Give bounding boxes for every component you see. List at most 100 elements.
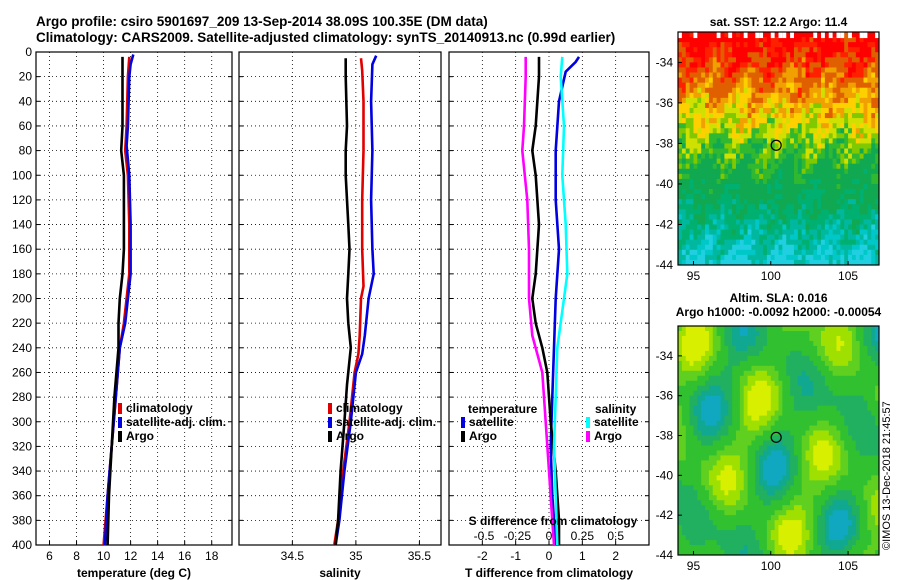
map-cell [786,143,791,149]
map-cell [678,540,683,546]
map-cell [678,395,683,402]
map-cell [720,224,725,230]
map-cell [685,52,690,58]
map-cell [755,37,760,43]
map-cell [728,515,733,521]
map-cell [797,495,803,501]
map-cell [751,204,756,210]
map-cell [716,425,721,431]
map-cell [793,335,799,342]
x-tick-label: 2 [612,549,619,563]
map-cell [778,525,783,531]
map-cell [774,183,779,190]
map-cell [759,123,764,129]
map-cell [836,355,841,362]
map-cell [863,153,868,160]
map-cell [824,244,830,251]
map-cell [681,173,687,180]
map-cell [867,214,872,220]
map-cell [735,326,741,332]
series-line-temperature-satellite [549,56,581,546]
map-cell [828,326,834,332]
map-cell [863,189,868,195]
map-cell [848,123,853,129]
map-cell [681,445,687,451]
map-cell [809,485,814,491]
map-cell [701,72,706,78]
map-cell [793,183,799,190]
map-cell [697,214,702,220]
map-cell [805,525,810,531]
map-cell [681,87,687,94]
map-cell [832,485,837,491]
map-cell [859,400,864,407]
map-cell [759,183,764,190]
map-cell [693,133,698,139]
map-cell-missing [790,32,794,39]
map-cell [728,148,733,154]
map-cell [855,189,861,195]
map-cell [735,189,741,195]
map-cell [844,475,849,481]
map-cell [809,224,814,230]
map-cell [693,37,698,43]
map-cell [824,168,830,175]
map-cell [685,410,690,417]
map-cell [786,495,791,501]
map-cell [778,209,783,215]
map-cell [743,370,748,377]
map-cell [766,244,772,251]
map-cell [685,32,690,38]
map-cell [786,52,791,58]
map-cell [851,525,857,531]
map-cell [797,485,803,491]
map-cell [759,405,764,412]
map-cell [817,244,822,251]
map-cell [867,259,872,266]
map-cell [817,37,822,43]
map-cell [867,365,872,372]
map-cell [871,460,876,466]
map-cell [863,385,868,392]
map-cell [797,77,803,84]
map-cell [875,113,880,119]
map-cell [797,173,803,180]
map-cell [813,67,818,73]
map-cell [867,102,872,109]
map-cell [743,72,748,78]
map-cell [705,239,710,246]
map-cell [708,82,714,89]
map-cell [851,475,857,481]
map-cell [844,57,849,63]
map-cell [824,62,830,68]
map-cell [724,420,729,426]
map-cell [797,37,803,43]
map-cell [732,239,737,246]
map-cell [678,82,683,89]
map-cell [828,153,834,160]
map-cell [828,390,834,397]
map-cell [867,370,872,377]
map-cell [824,138,830,144]
map-cell [855,87,861,94]
map-cell [805,470,810,476]
map-cell [724,87,729,94]
map-cell [766,455,772,461]
map-cell [747,485,752,491]
map-cell [697,480,702,486]
map-cell [848,199,853,205]
map-cell [851,395,857,402]
map-cell [793,72,799,78]
map-cell [844,485,849,491]
map-cell [751,138,756,144]
map-cell [770,143,776,149]
map-cell [824,194,830,200]
map-cell [689,128,694,134]
map-cell [763,330,768,337]
map-cell [728,209,733,215]
map-cell [871,415,876,421]
map-cell [817,460,822,466]
map-cell [844,345,849,352]
map-cell [797,102,803,109]
map-cell [844,460,849,466]
